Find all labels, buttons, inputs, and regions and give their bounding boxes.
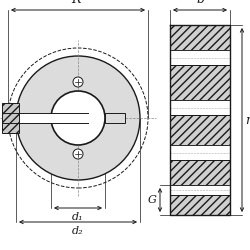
Polygon shape xyxy=(170,65,230,100)
Polygon shape xyxy=(170,160,230,185)
Polygon shape xyxy=(170,100,230,115)
Polygon shape xyxy=(170,115,230,145)
Text: G: G xyxy=(148,195,157,205)
Polygon shape xyxy=(170,185,230,195)
Circle shape xyxy=(73,77,83,87)
Text: d₂: d₂ xyxy=(72,226,84,236)
Polygon shape xyxy=(170,25,230,50)
Polygon shape xyxy=(170,50,230,65)
Circle shape xyxy=(16,56,140,180)
Text: m: m xyxy=(245,114,250,126)
Circle shape xyxy=(51,91,105,145)
Polygon shape xyxy=(105,113,125,123)
Text: R: R xyxy=(71,0,81,6)
Polygon shape xyxy=(170,145,230,160)
Polygon shape xyxy=(2,113,88,123)
Polygon shape xyxy=(2,103,19,133)
Text: d₁: d₁ xyxy=(72,212,84,222)
Polygon shape xyxy=(170,195,230,215)
Circle shape xyxy=(73,149,83,159)
Text: b: b xyxy=(196,0,204,6)
